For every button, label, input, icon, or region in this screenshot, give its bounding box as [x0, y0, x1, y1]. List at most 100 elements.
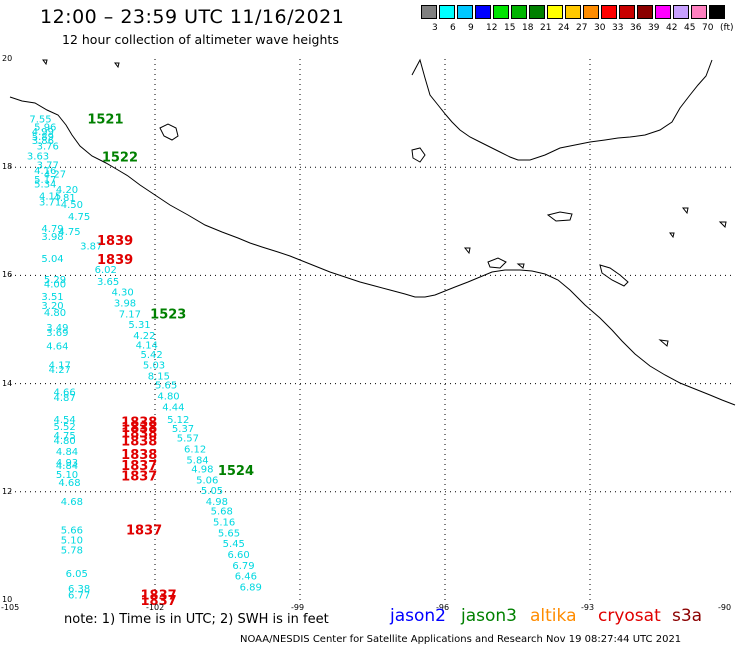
track-time-label: 1839 — [97, 253, 133, 268]
swh-value: 5.10 — [61, 535, 83, 546]
scale-label: 24 — [558, 23, 570, 33]
scale-swatch — [655, 5, 671, 19]
track-time-label: 1838 — [121, 421, 157, 436]
swh-value: 6.79 — [232, 561, 254, 572]
swh-value: 5.06 — [196, 475, 218, 486]
scale-label: 30 — [594, 23, 606, 33]
swh-value: 5.52 — [54, 422, 76, 433]
swh-value: 6.77 — [68, 591, 90, 602]
scale-label: 45 — [684, 23, 696, 33]
coast-segment — [516, 263, 525, 269]
swh-value: 6.60 — [228, 550, 250, 561]
swh-value: 6.05 — [66, 569, 88, 580]
track-time-label: 1838 — [121, 415, 157, 430]
lat-tick-label: 14 — [2, 378, 13, 388]
scale-swatch — [709, 5, 725, 19]
swh-value: 4.64 — [46, 342, 68, 353]
swh-value: 5.42 — [141, 350, 163, 361]
coast-segment — [9, 96, 736, 406]
swh-value: 3.76 — [37, 142, 59, 153]
lon-tick-label: -90 — [718, 603, 732, 612]
track-time-label: 1524 — [218, 464, 254, 479]
swh-value: 5.68 — [211, 507, 233, 518]
swh-value: 5.89 — [32, 132, 54, 143]
swh-value: 4.30 — [112, 288, 134, 299]
track-time-label: 1523 — [150, 307, 186, 322]
scale-label: (ft) — [720, 23, 734, 33]
swh-value: 4.15 — [39, 191, 61, 202]
map-subtitle: 12 hour collection of altimeter wave hei… — [62, 32, 339, 47]
swh-value: 5.37 — [172, 424, 194, 435]
mission-label-jason2: jason2 — [390, 606, 446, 626]
swh-value: 6.89 — [240, 582, 262, 593]
track-time-label: 1837 — [121, 470, 157, 485]
swh-value: 6.38 — [68, 584, 90, 595]
scale-label: 9 — [468, 23, 474, 33]
coast-segment — [487, 257, 507, 269]
scale-swatch — [457, 5, 473, 19]
mission-label-s3a: s3a — [672, 606, 703, 626]
lon-tick-label: -93 — [581, 603, 595, 612]
swh-value: 3.86 — [32, 136, 54, 147]
swh-value: 3.98 — [41, 232, 63, 243]
swh-value: 4.99 — [32, 127, 54, 138]
scale-swatch — [601, 5, 617, 19]
track-time-labels: 1521152218391839152318381838183818381838… — [87, 113, 254, 609]
coast-segment — [411, 58, 713, 161]
swh-value: 5.84 — [186, 455, 208, 466]
scale-swatch — [547, 5, 563, 19]
swh-value: 4.68 — [58, 478, 80, 489]
swh-value: 5.29 — [44, 275, 66, 286]
swh-value: 4.84 — [56, 447, 78, 458]
footer-note: note: 1) Time is in UTC; 2) SWH is in fe… — [64, 612, 329, 627]
swh-value: 4.84 — [56, 461, 78, 472]
coast-segment — [669, 232, 675, 239]
swh-value: 4.79 — [41, 224, 63, 235]
swh-value: 4.16 — [34, 166, 56, 177]
scale-label: 70 — [702, 23, 714, 33]
swh-value: 5.12 — [167, 415, 189, 426]
scale-label: 18 — [522, 23, 534, 33]
scale-swatch — [673, 5, 689, 19]
track-time-label: 1522 — [102, 150, 138, 165]
coast-segment — [114, 62, 120, 69]
coast-segment — [599, 264, 629, 287]
lon-tick-label: -105 — [1, 603, 20, 612]
swh-value: 4.93 — [56, 458, 78, 469]
coast-segment — [463, 247, 471, 255]
lat-tick-label: 10 — [2, 595, 13, 604]
swh-value: 4.75 — [54, 431, 76, 442]
swh-value: 3.87 — [80, 242, 102, 253]
swh-value: 5.65 — [155, 381, 177, 392]
scale-swatch — [439, 5, 455, 19]
swh-value: 5.10 — [56, 470, 78, 481]
swh-value: 4.00 — [44, 280, 66, 291]
scale-swatch — [619, 5, 635, 19]
swh-value: 5.17 — [34, 175, 56, 186]
lat-tick-label: 18 — [2, 162, 13, 172]
track-time-label: 1521 — [87, 113, 123, 128]
swh-value: 5.65 — [218, 528, 240, 539]
swh-value: 7.17 — [119, 309, 141, 320]
swh-value: 3.77 — [37, 160, 59, 171]
swh-value: 5.04 — [41, 254, 63, 265]
coast-segment — [718, 221, 727, 229]
swh-value: 4.68 — [61, 497, 83, 508]
lat-lon-grid — [10, 59, 735, 600]
mission-label-altika: altika — [530, 606, 577, 626]
swh-value: 3.65 — [97, 277, 119, 288]
coast-segment — [411, 147, 426, 163]
swh-value: 3.98 — [114, 298, 136, 309]
track-time-label: 1838 — [121, 448, 157, 463]
swh-value: 4.54 — [54, 415, 76, 426]
swh-value: 3.20 — [41, 301, 63, 312]
scale-swatch — [637, 5, 653, 19]
swh-value: 3.63 — [27, 151, 49, 162]
swh-value: 4.66 — [54, 388, 76, 399]
swh-value: 4.80 — [157, 392, 179, 403]
scale-label: 6 — [450, 23, 456, 33]
swh-value: 5.31 — [128, 320, 150, 331]
lon-tick-label: -102 — [146, 603, 165, 612]
scale-swatch — [691, 5, 707, 19]
